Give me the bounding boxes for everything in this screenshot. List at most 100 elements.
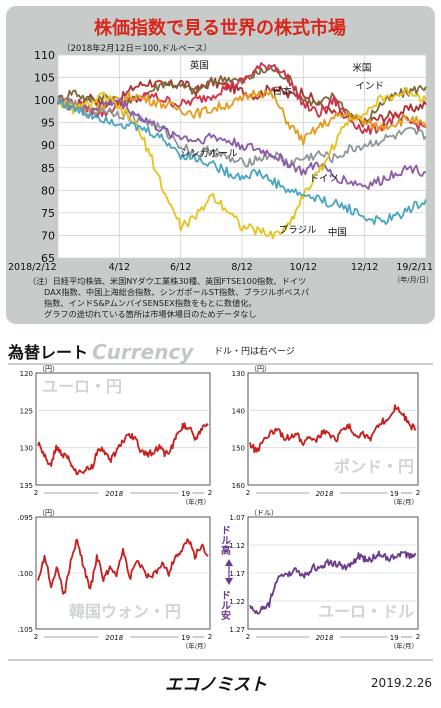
currency-series-line [249, 550, 417, 615]
top-y-tick-label: 90 [41, 139, 55, 152]
currency-y-tick-label: 135 [20, 482, 33, 490]
currency-y-tick-label: 160 [232, 482, 245, 490]
currency-x-unit: （年/月） [390, 641, 418, 650]
top-series-line-3 [58, 89, 427, 146]
top-y-tick-label: 100 [34, 94, 55, 107]
currency-x-tick-label: 2 [208, 489, 212, 497]
currency-unit-label: （ドル） [250, 509, 278, 517]
top-x-tick-label: 6/12 [170, 262, 191, 273]
currency-y-tick-label: 1.27 [229, 626, 245, 634]
top-series-label: 日本 [273, 86, 293, 98]
currency-x-tick-label: 2018 [316, 490, 334, 498]
currency-chart-title: ユーロ・ドル [318, 602, 414, 621]
top-series-line-7 [57, 99, 427, 226]
top-series-label: ドイツ [309, 173, 338, 184]
currency-side-arrowhead-down [225, 578, 233, 585]
currency-y-tick-label: .100 [17, 570, 33, 578]
currency-y-tick-label: 1.17 [229, 570, 245, 578]
currency-chart-title: ユーロ・円 [42, 377, 122, 396]
top-note-line-4: グラフの途切れている箇所は市場休場日のためデータなし [44, 309, 257, 319]
currency-y-tick-label: 120 [20, 370, 33, 378]
currency-y-tick-label: .095 [17, 514, 33, 522]
currency-series-line [37, 422, 209, 476]
currency-y-tick-label: 150 [232, 445, 245, 453]
currency-x-tick-label: 2 [34, 489, 38, 497]
top-x-tick-label: 4/12 [109, 262, 130, 273]
top-series-label: 英国 [190, 60, 209, 72]
top-chart-subtitle: （2018年2月12日＝100,ドルベース） [62, 43, 212, 54]
currency-chart-title: 韓国ウォン・円 [69, 602, 181, 621]
currency-y-tick-label: 1.07 [229, 514, 245, 522]
currency-side-label-top: ドル高 [219, 525, 231, 556]
currency-x-tick-label: 19 [390, 634, 399, 642]
top-y-tick-label: 70 [41, 229, 55, 242]
currency-x-unit: （年/月） [182, 497, 210, 506]
currency-title-en: Currency [92, 340, 194, 364]
top-x-tick-label: 8/12 [231, 262, 252, 273]
footer-date: 2019.2.26 [371, 676, 432, 690]
top-chart-title: 株価指数で見る世界の株式市場 [94, 17, 346, 39]
top-series-line-1 [57, 66, 427, 127]
currency-x-tick-label: 2018 [105, 634, 123, 642]
currency-x-tick-label: 2 [246, 633, 250, 641]
top-y-tick-label: 75 [41, 207, 55, 220]
currency-y-tick-label: 1.22 [229, 598, 245, 606]
top-y-tick-label: 110 [34, 49, 55, 62]
currency-unit-label: （円） [38, 509, 59, 517]
currency-x-tick-label: 19 [181, 490, 190, 498]
top-series-label: 中国 [328, 226, 347, 238]
top-series-line-4 [57, 96, 427, 168]
currency-series-line [37, 538, 209, 595]
currency-chart-4: 1.071.121.171.221.27（ドル）2 2018 19 2（年/月）ユーロ… [219, 509, 421, 650]
top-chart-x-ticks: 2018/2/12 4/12 6/12 8/12 10/12 12/12 19/2/11 [8, 262, 433, 273]
footer-brand: エコノミスト [165, 675, 267, 695]
currency-x-tick-label: 2018 [316, 634, 334, 642]
currency-x-tick-label: 2 [246, 489, 250, 497]
currency-x-tick-label: 2 [34, 633, 38, 641]
top-y-tick-label: 85 [41, 162, 55, 175]
currency-x-unit: （年/月） [390, 497, 418, 506]
top-y-tick-label: 105 [34, 72, 55, 85]
top-chart-grid [57, 54, 427, 259]
currency-chart-title: ポンド・円 [334, 457, 414, 476]
top-x-tick-label: 2018/2/12 [8, 262, 57, 273]
top-x-tick-label: 12/12 [351, 262, 378, 273]
currency-x-tick-label: 19 [181, 634, 190, 642]
top-y-tick-label: 95 [41, 117, 55, 130]
top-series-line-5 [57, 97, 427, 190]
top-x-unit: （年/月/日） [393, 275, 433, 284]
top-x-tick-label: 10/12 [290, 262, 317, 273]
currency-x-tick-label: 2 [208, 633, 212, 641]
currency-chart-3: .095.100.105（円）2 2018 19 2（年/月）韓国ウォン・円 [17, 509, 212, 650]
top-chart-y-ticks: 110 105 100 95 90 85 80 75 70 65 [34, 49, 55, 265]
top-chart-series [57, 62, 427, 240]
currency-x-unit: （年/月） [182, 641, 210, 650]
currency-unit-label: （円） [38, 365, 59, 373]
currency-title: 為替レート [8, 343, 88, 362]
top-series-label: ブラジル [279, 224, 317, 236]
currency-x-tick-label: 19 [390, 490, 399, 498]
top-series-label: インド [355, 81, 384, 92]
top-note-line-3: 指数、インドS&PムンバイSENSEX指数をもとに数値化。 [44, 298, 257, 308]
currency-side-label-bottom: ドル安 [219, 590, 231, 621]
currency-series-line [249, 404, 417, 454]
currency-y-tick-label: 140 [232, 407, 245, 415]
top-note-line-2: DAX指数、中国上海総合指数、シンガポールST指数、ブラジルボベスパ [44, 287, 309, 297]
currency-y-tick-label: 130 [20, 445, 33, 453]
currency-x-tick-label: 2 [416, 633, 420, 641]
top-y-tick-label: 80 [41, 184, 55, 197]
currency-y-tick-label: 130 [232, 370, 245, 378]
top-note-line-1: （注）日経平均株価、米国NYダウ工業株30種、英国FTSE100指数、ドイツ [28, 276, 306, 286]
top-series-label: シンガポール [181, 149, 239, 160]
top-series-line-6 [57, 87, 427, 240]
top-x-tick-label: 19/2/11 [396, 262, 433, 273]
currency-side-arrowhead-up [225, 559, 233, 566]
currency-x-tick-label: 2018 [105, 490, 123, 498]
currency-y-tick-label: .105 [17, 626, 33, 634]
top-y-tick-label: 65 [41, 252, 55, 265]
